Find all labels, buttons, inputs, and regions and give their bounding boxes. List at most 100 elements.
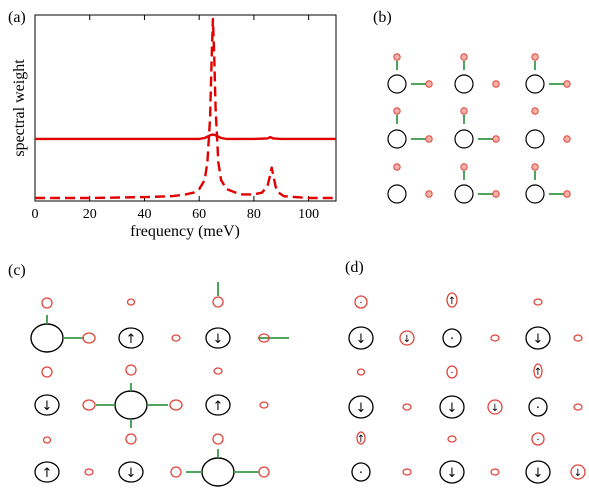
oxygen-site	[492, 135, 500, 143]
spin-site	[34, 394, 60, 416]
x-tick-label: 20	[83, 207, 97, 222]
spin-site	[454, 74, 474, 94]
oxygen-site	[563, 135, 571, 143]
dot-icon: ·	[359, 466, 363, 481]
y-axis-label: spectral weight	[11, 59, 28, 157]
oxygen-site	[212, 433, 224, 445]
oxygen-site	[563, 190, 571, 198]
lattice-b	[387, 53, 571, 204]
spin-site	[525, 129, 545, 149]
oxygen-site	[531, 432, 545, 446]
oxygen-site	[393, 163, 401, 171]
dot-icon: ·	[536, 401, 540, 416]
oxygen-site	[212, 296, 224, 308]
oxygen-site	[399, 330, 415, 346]
spin-site	[387, 74, 407, 94]
red-up-arrow-icon: ↑	[357, 434, 365, 445]
oxygen-site	[258, 333, 270, 343]
oxygen-site	[82, 332, 96, 344]
oxygen-site	[531, 53, 539, 61]
oxygen-site	[490, 468, 500, 476]
oxygen-site	[492, 190, 500, 198]
oxygen-site	[213, 367, 223, 375]
oxygen-site	[393, 53, 401, 61]
oxygen-site	[84, 468, 94, 476]
oxygen-site	[170, 466, 182, 478]
x-tick-label: 60	[192, 207, 206, 222]
x-tick-label: 100	[298, 207, 319, 222]
oxygen-site	[460, 107, 468, 115]
dot-icon: ·	[450, 332, 454, 347]
down-arrow-icon: ↓	[447, 401, 458, 416]
red-down-arrow-icon: ↓	[574, 468, 582, 479]
spin-site	[454, 184, 474, 204]
dashed-series-line	[35, 17, 336, 200]
chart-frame	[34, 14, 337, 202]
red-down-arrow-icon: ↓	[491, 403, 499, 414]
down-arrow-icon: ↓	[213, 332, 224, 347]
oxygen-site	[169, 399, 183, 411]
spin-site	[442, 328, 462, 348]
oxygen-site	[402, 468, 412, 476]
oxygen-site	[531, 163, 539, 171]
up-arrow-icon: ↑	[42, 466, 53, 481]
spin-site	[387, 129, 407, 149]
spin-site	[201, 457, 235, 487]
up-arrow-icon: ↑	[213, 399, 224, 414]
oxygen-site	[393, 107, 401, 115]
oxygen-site	[425, 190, 433, 198]
oxygen-site	[531, 107, 539, 115]
spin-site	[118, 327, 144, 349]
oxygen-site	[533, 363, 543, 379]
panel-label-d: (d)	[345, 259, 364, 276]
oxygen-site	[356, 431, 366, 445]
spin-site	[348, 326, 374, 350]
x-tick-label: 80	[247, 207, 261, 222]
oxygen-site	[570, 464, 586, 480]
panel-label-c: (c)	[8, 262, 26, 279]
oxygen-site	[425, 80, 433, 88]
down-arrow-icon: ↓	[533, 466, 544, 481]
oxygen-site	[573, 334, 583, 342]
oxygen-site	[446, 365, 458, 379]
red-up-arrow-icon: ↑	[534, 367, 542, 378]
oxygen-site	[171, 334, 181, 342]
up-arrow-icon: ↑	[126, 332, 137, 347]
oxygen-site	[402, 403, 412, 411]
x-axis-label: frequency (meV)	[130, 223, 240, 240]
oxygen-site	[446, 292, 458, 308]
red-dot-icon: ·	[359, 298, 362, 309]
oxygen-site	[356, 368, 366, 376]
spin-site	[525, 460, 551, 484]
spin-site	[528, 397, 548, 417]
lattice-d: ↓ · ↓ ↓ ↓ · · ↓ ↓ · ↑ ↓ · ↑ ↓ ↑ · ↓	[348, 292, 586, 484]
spin-site	[34, 461, 60, 483]
red-dot-icon: ·	[450, 368, 453, 379]
panel-label-a: (a)	[8, 9, 26, 26]
oxygen-site	[41, 366, 53, 378]
down-arrow-icon: ↓	[356, 332, 367, 347]
oxygen-site	[425, 135, 433, 143]
red-dot-icon: ·	[536, 435, 539, 446]
oxygen-site	[41, 297, 53, 309]
down-arrow-icon: ↓	[126, 466, 137, 481]
spin-site	[30, 323, 64, 353]
oxygen-site	[447, 435, 457, 443]
spin-site	[525, 74, 545, 94]
spin-site	[351, 462, 371, 482]
spin-site	[205, 327, 231, 349]
down-arrow-icon: ↓	[533, 332, 544, 347]
spin-site	[454, 129, 474, 149]
oxygen-site	[125, 433, 137, 445]
spectral-chart: 0 20 40 60 80 100 frequency (meV) spectral we…	[11, 14, 337, 240]
spin-site	[439, 395, 465, 419]
down-arrow-icon: ↓	[42, 399, 53, 414]
solid-series-line	[35, 133, 336, 141]
oxygen-site	[126, 298, 136, 306]
oxygen-site	[490, 334, 500, 342]
down-arrow-icon: ↓	[356, 401, 367, 416]
oxygen-site	[563, 80, 571, 88]
oxygen-site	[82, 399, 96, 411]
x-tick-label: 40	[137, 207, 151, 222]
